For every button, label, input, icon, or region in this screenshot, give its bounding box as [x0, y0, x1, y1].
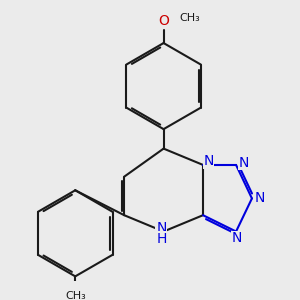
Text: CH₃: CH₃: [65, 291, 85, 300]
Text: O: O: [158, 14, 169, 28]
Text: N: N: [238, 156, 249, 170]
Text: N: N: [156, 221, 166, 235]
Text: CH₃: CH₃: [179, 13, 200, 23]
Text: N: N: [232, 231, 242, 245]
Text: N: N: [238, 156, 249, 170]
Text: N: N: [203, 154, 214, 168]
Text: N: N: [156, 221, 166, 235]
Text: N: N: [232, 231, 242, 245]
Text: N: N: [254, 191, 265, 206]
Text: H: H: [156, 232, 166, 246]
Text: N: N: [203, 154, 214, 168]
Text: N: N: [254, 191, 265, 206]
Text: H: H: [157, 234, 166, 244]
